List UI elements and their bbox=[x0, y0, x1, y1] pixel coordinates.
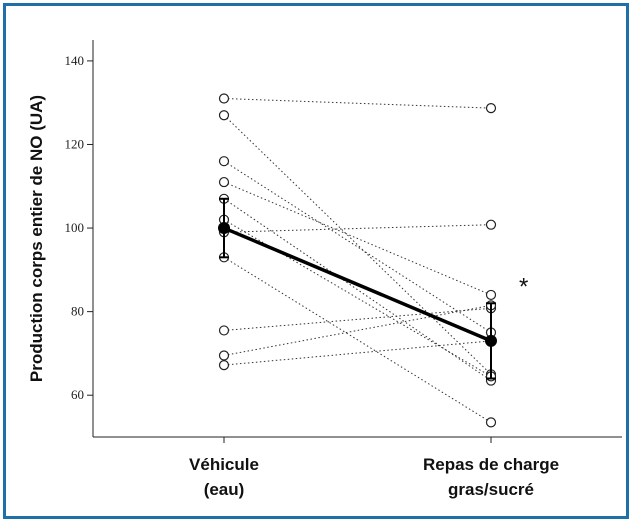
point-vehicule bbox=[218, 93, 230, 104]
paired-lines bbox=[223, 98, 492, 423]
x-category-label: gras/sucré bbox=[448, 480, 534, 499]
x-category-labels: Véhicule (eau) Repas de charge gras/sucré bbox=[189, 455, 559, 499]
y-tick-label: 80 bbox=[71, 304, 84, 319]
paired-line bbox=[223, 98, 492, 109]
y-tick-label: 120 bbox=[65, 136, 85, 151]
paired-line bbox=[223, 307, 492, 331]
paired-line bbox=[223, 198, 492, 381]
mean-line bbox=[223, 226, 492, 343]
paired-line bbox=[223, 224, 492, 233]
paired-line bbox=[223, 304, 492, 357]
mean-point bbox=[485, 334, 497, 347]
mean-point bbox=[218, 222, 230, 235]
paired-line bbox=[223, 160, 492, 333]
point-repas bbox=[485, 417, 497, 428]
paired-line bbox=[223, 340, 492, 366]
point-repas bbox=[485, 103, 497, 114]
point-repas bbox=[485, 219, 497, 230]
y-axis-label: Production corps entier de NO (UA) bbox=[27, 95, 46, 382]
axes bbox=[92, 40, 622, 443]
point-repas bbox=[485, 289, 497, 301]
x-category-label: (eau) bbox=[204, 480, 245, 499]
individual-points bbox=[218, 93, 497, 428]
y-tick-label: 100 bbox=[65, 220, 85, 235]
y-tick-label: 140 bbox=[65, 53, 85, 68]
paired-line bbox=[223, 256, 492, 423]
point-vehicule bbox=[218, 360, 230, 371]
point-vehicule bbox=[218, 156, 230, 167]
point-vehicule bbox=[218, 325, 230, 336]
x-category-label: Véhicule bbox=[189, 455, 259, 474]
paired-line bbox=[223, 181, 492, 296]
figure-frame bbox=[3, 3, 629, 519]
point-vehicule bbox=[218, 176, 230, 188]
x-category-label: Repas de charge bbox=[423, 455, 559, 474]
point-vehicule bbox=[218, 110, 230, 121]
significance-marker: * bbox=[519, 274, 528, 301]
mean-series bbox=[218, 197, 497, 380]
y-ticks: 60 80 100 120 140 bbox=[65, 53, 93, 402]
y-tick-label: 60 bbox=[71, 387, 84, 402]
point-vehicule bbox=[218, 350, 230, 361]
